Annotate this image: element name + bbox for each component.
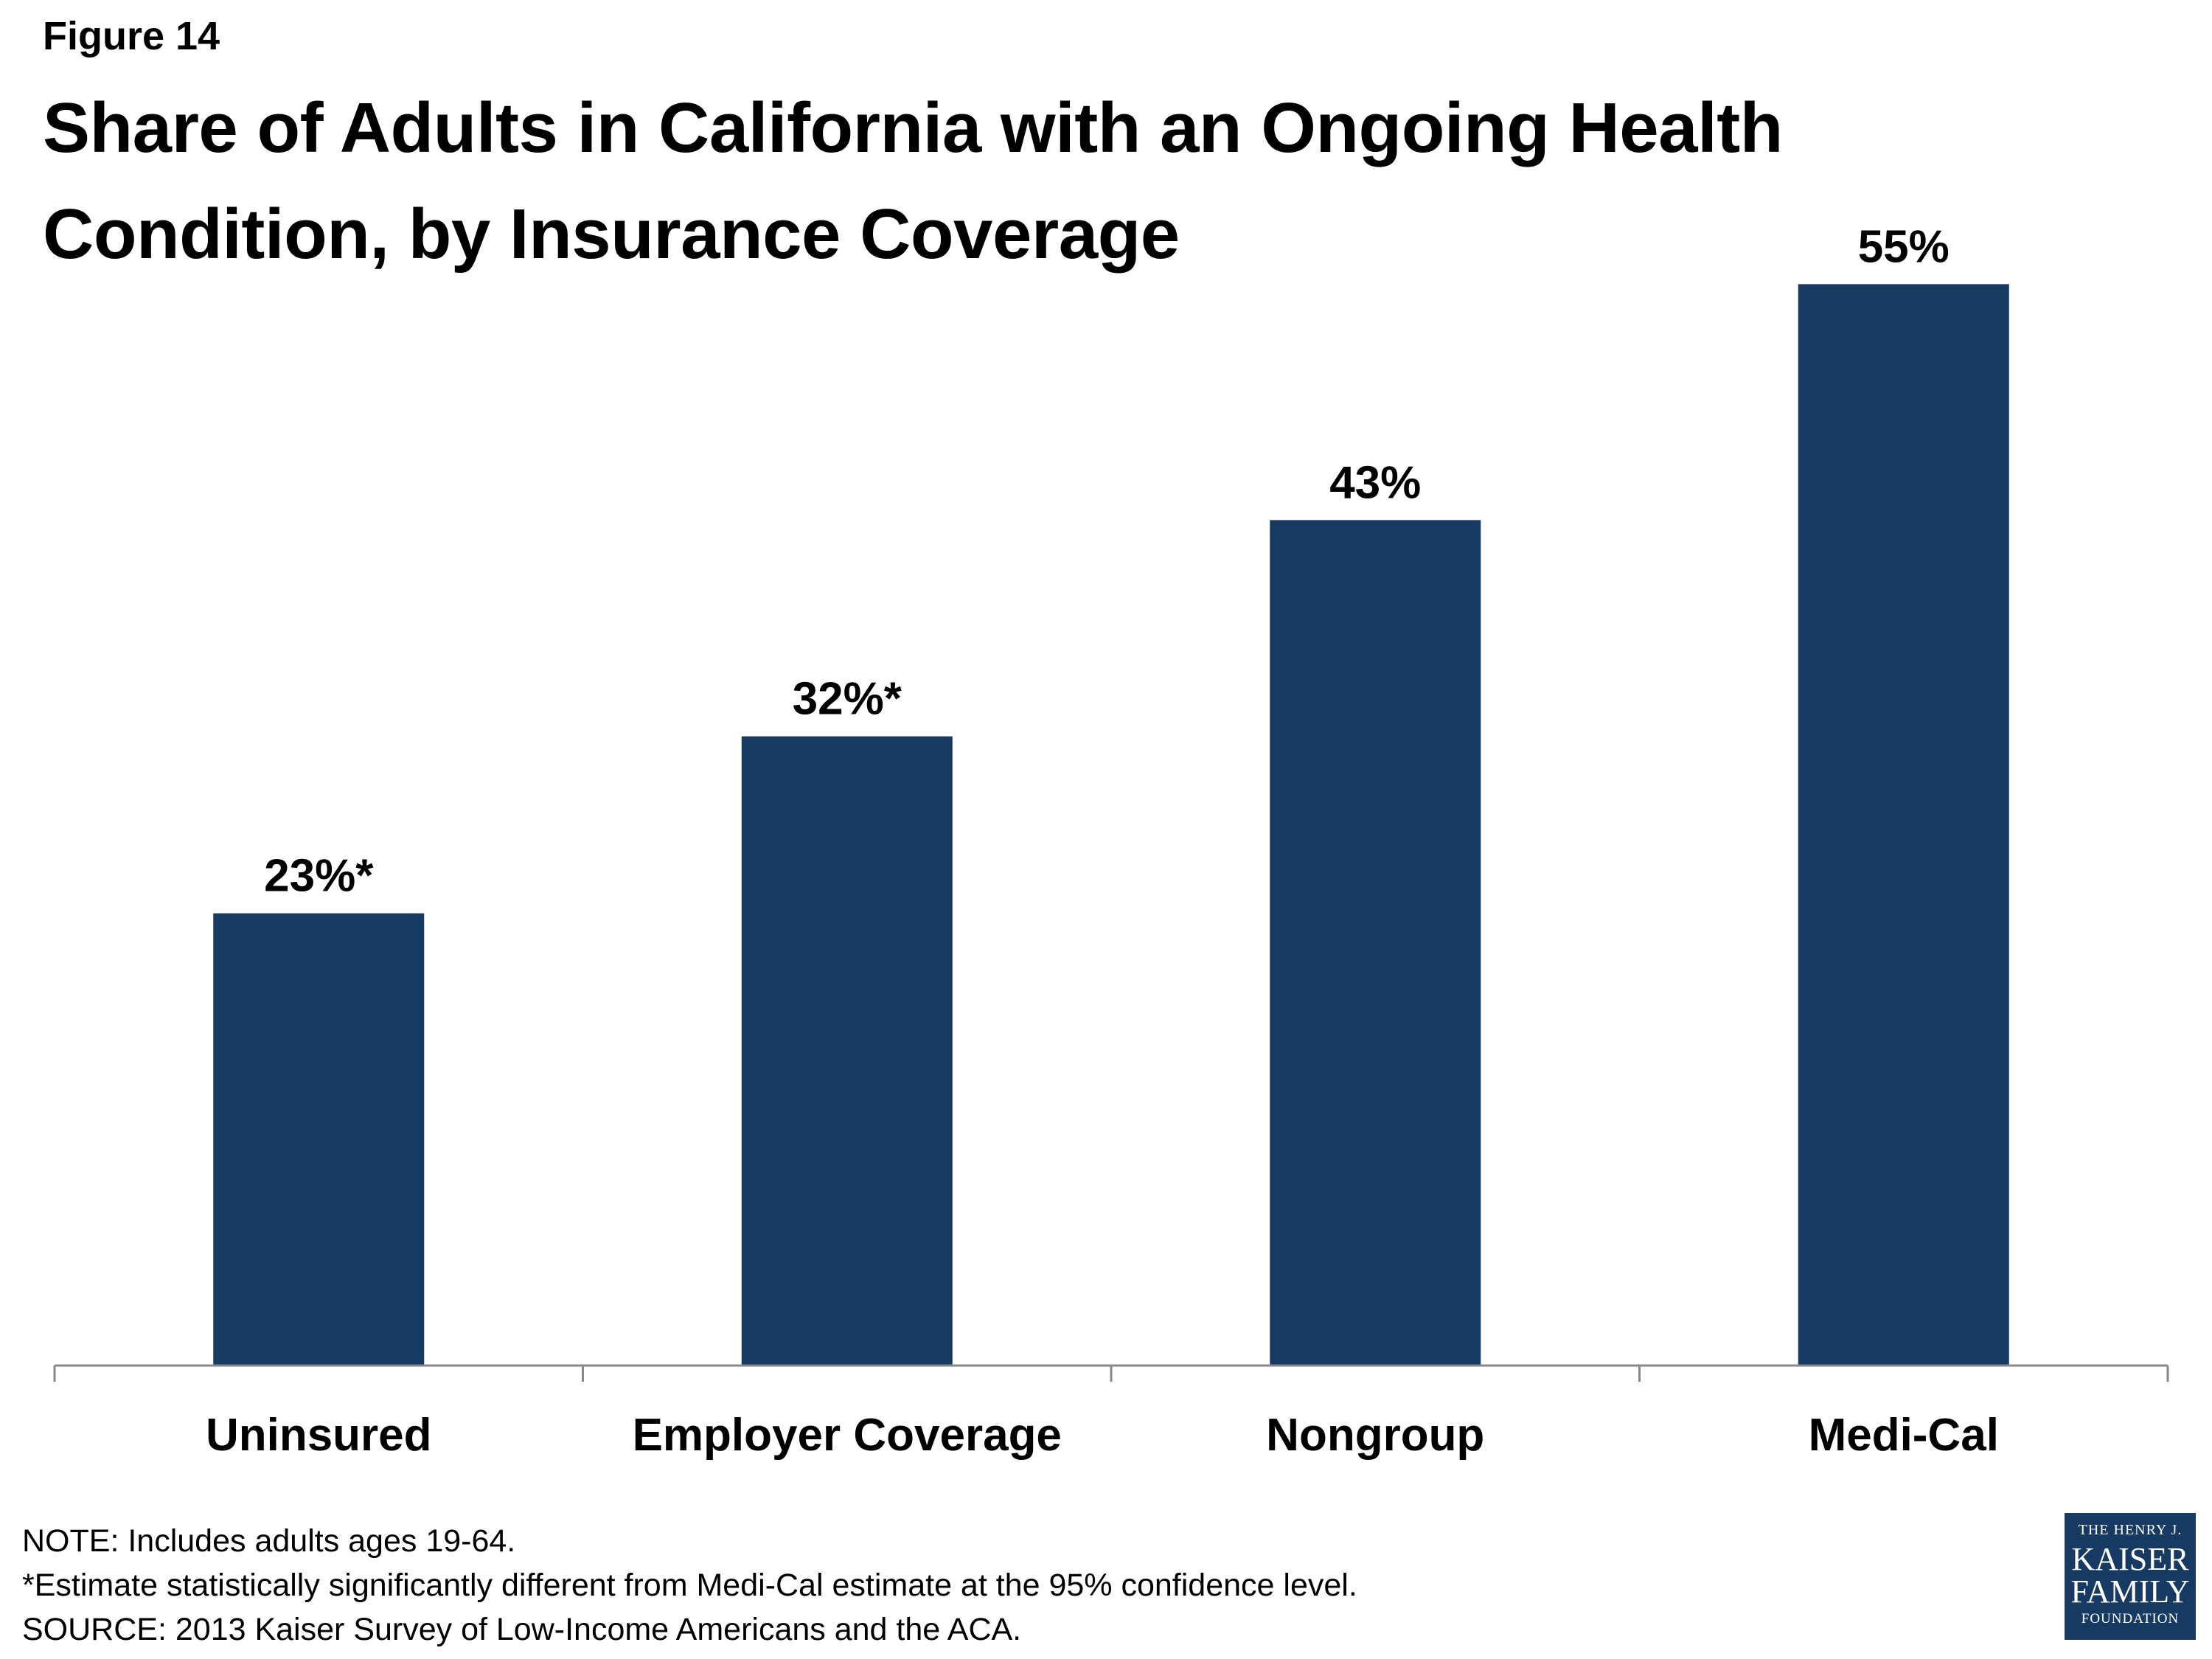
figure-label: Figure 14 [43,14,220,58]
footnote-line: *Estimate statistically significantly di… [22,1568,1357,1603]
logo-line-4: FOUNDATION [2081,1611,2180,1627]
bar [1798,284,2009,1366]
logo-line-2: KAISER [2071,1541,2189,1577]
x-tick-label: Employer Coverage [633,1410,1062,1461]
chart-title: Share of Adults in California with an On… [43,88,1783,274]
data-label: 55% [1858,221,1950,272]
note-line: NOTE: Includes adults ages 19-64. [22,1523,516,1559]
data-label: 32%* [793,674,902,725]
kff-logo: THE HENRY J. KAISER FAMILY FOUNDATION [2065,1513,2196,1640]
x-tick-label: Nongroup [1266,1410,1484,1461]
source-line: SOURCE: 2013 Kaiser Survey of Low-Income… [22,1612,1022,1647]
data-label: 43% [1329,457,1421,508]
bar [741,736,953,1366]
logo-line-1: THE HENRY J. [2078,1522,2183,1538]
x-tick-label: Medi-Cal [1809,1410,1999,1461]
bar [213,913,425,1366]
bar [1270,520,1481,1366]
logo-line-3: FAMILY [2070,1573,2190,1610]
x-tick-label: Uninsured [206,1410,432,1461]
data-label: 23%* [264,851,374,902]
chart-notes: NOTE: Includes adults ages 19-64. *Estim… [22,1519,1357,1652]
